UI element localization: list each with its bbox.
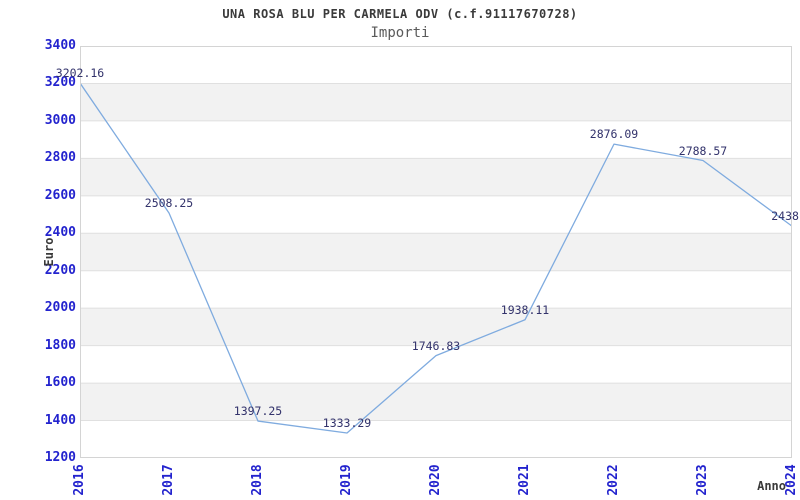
- x-tick-label: 2024: [784, 464, 799, 496]
- x-tick-label: 2017: [161, 464, 176, 496]
- x-tick-label: 2016: [72, 464, 87, 496]
- plot-band: [80, 158, 792, 196]
- point-label: 1746.83: [411, 338, 461, 353]
- y-tick-label: 2600: [44, 187, 76, 203]
- y-tick-label: 3000: [44, 112, 76, 128]
- y-tick-label: 3200: [44, 75, 76, 91]
- y-tick-label: 2200: [44, 262, 76, 278]
- point-label: 1397.25: [233, 404, 283, 419]
- plot-area: [80, 46, 792, 458]
- plot-band: [80, 233, 792, 271]
- x-tick-label: 2018: [250, 464, 265, 496]
- x-tick-label: 2020: [428, 464, 443, 496]
- point-label: 2876.09: [589, 127, 639, 142]
- chart-subtitle: Importi: [370, 25, 430, 41]
- x-tick-label: 2022: [606, 464, 621, 496]
- point-label: 1333.29: [322, 416, 372, 431]
- point-label: 2788.57: [678, 143, 728, 158]
- y-tick-label: 1600: [44, 375, 76, 391]
- x-tick-label: 2023: [695, 464, 710, 496]
- x-tick-label: 2019: [339, 464, 354, 496]
- series-line: [80, 82, 792, 434]
- y-tick-label: 2800: [44, 150, 76, 166]
- x-axis-title: Anno: [757, 479, 786, 493]
- x-tick-label: 2021: [517, 464, 532, 496]
- plot-band: [80, 308, 792, 346]
- y-tick-label: 2400: [44, 225, 76, 241]
- y-tick-label: 1400: [44, 412, 76, 428]
- y-tick-label: 1800: [44, 337, 76, 353]
- plot-band: [80, 383, 792, 421]
- point-label: 3202.16: [55, 66, 105, 81]
- point-label: 2508.25: [144, 196, 194, 210]
- plot-border: [80, 46, 792, 458]
- y-tick-label: 1200: [44, 450, 76, 465]
- y-axis-title: Euro: [42, 237, 56, 267]
- plot-band: [80, 83, 792, 121]
- y-tick-label: 3400: [44, 38, 76, 53]
- point-label: 2438.0: [771, 209, 800, 224]
- chart-title: UNA ROSA BLU PER CARMELA ODV (c.f.911176…: [222, 7, 578, 21]
- point-label: 1938.11: [500, 302, 550, 317]
- plot-canvas: [80, 46, 792, 458]
- y-tick-label: 2000: [44, 300, 76, 316]
